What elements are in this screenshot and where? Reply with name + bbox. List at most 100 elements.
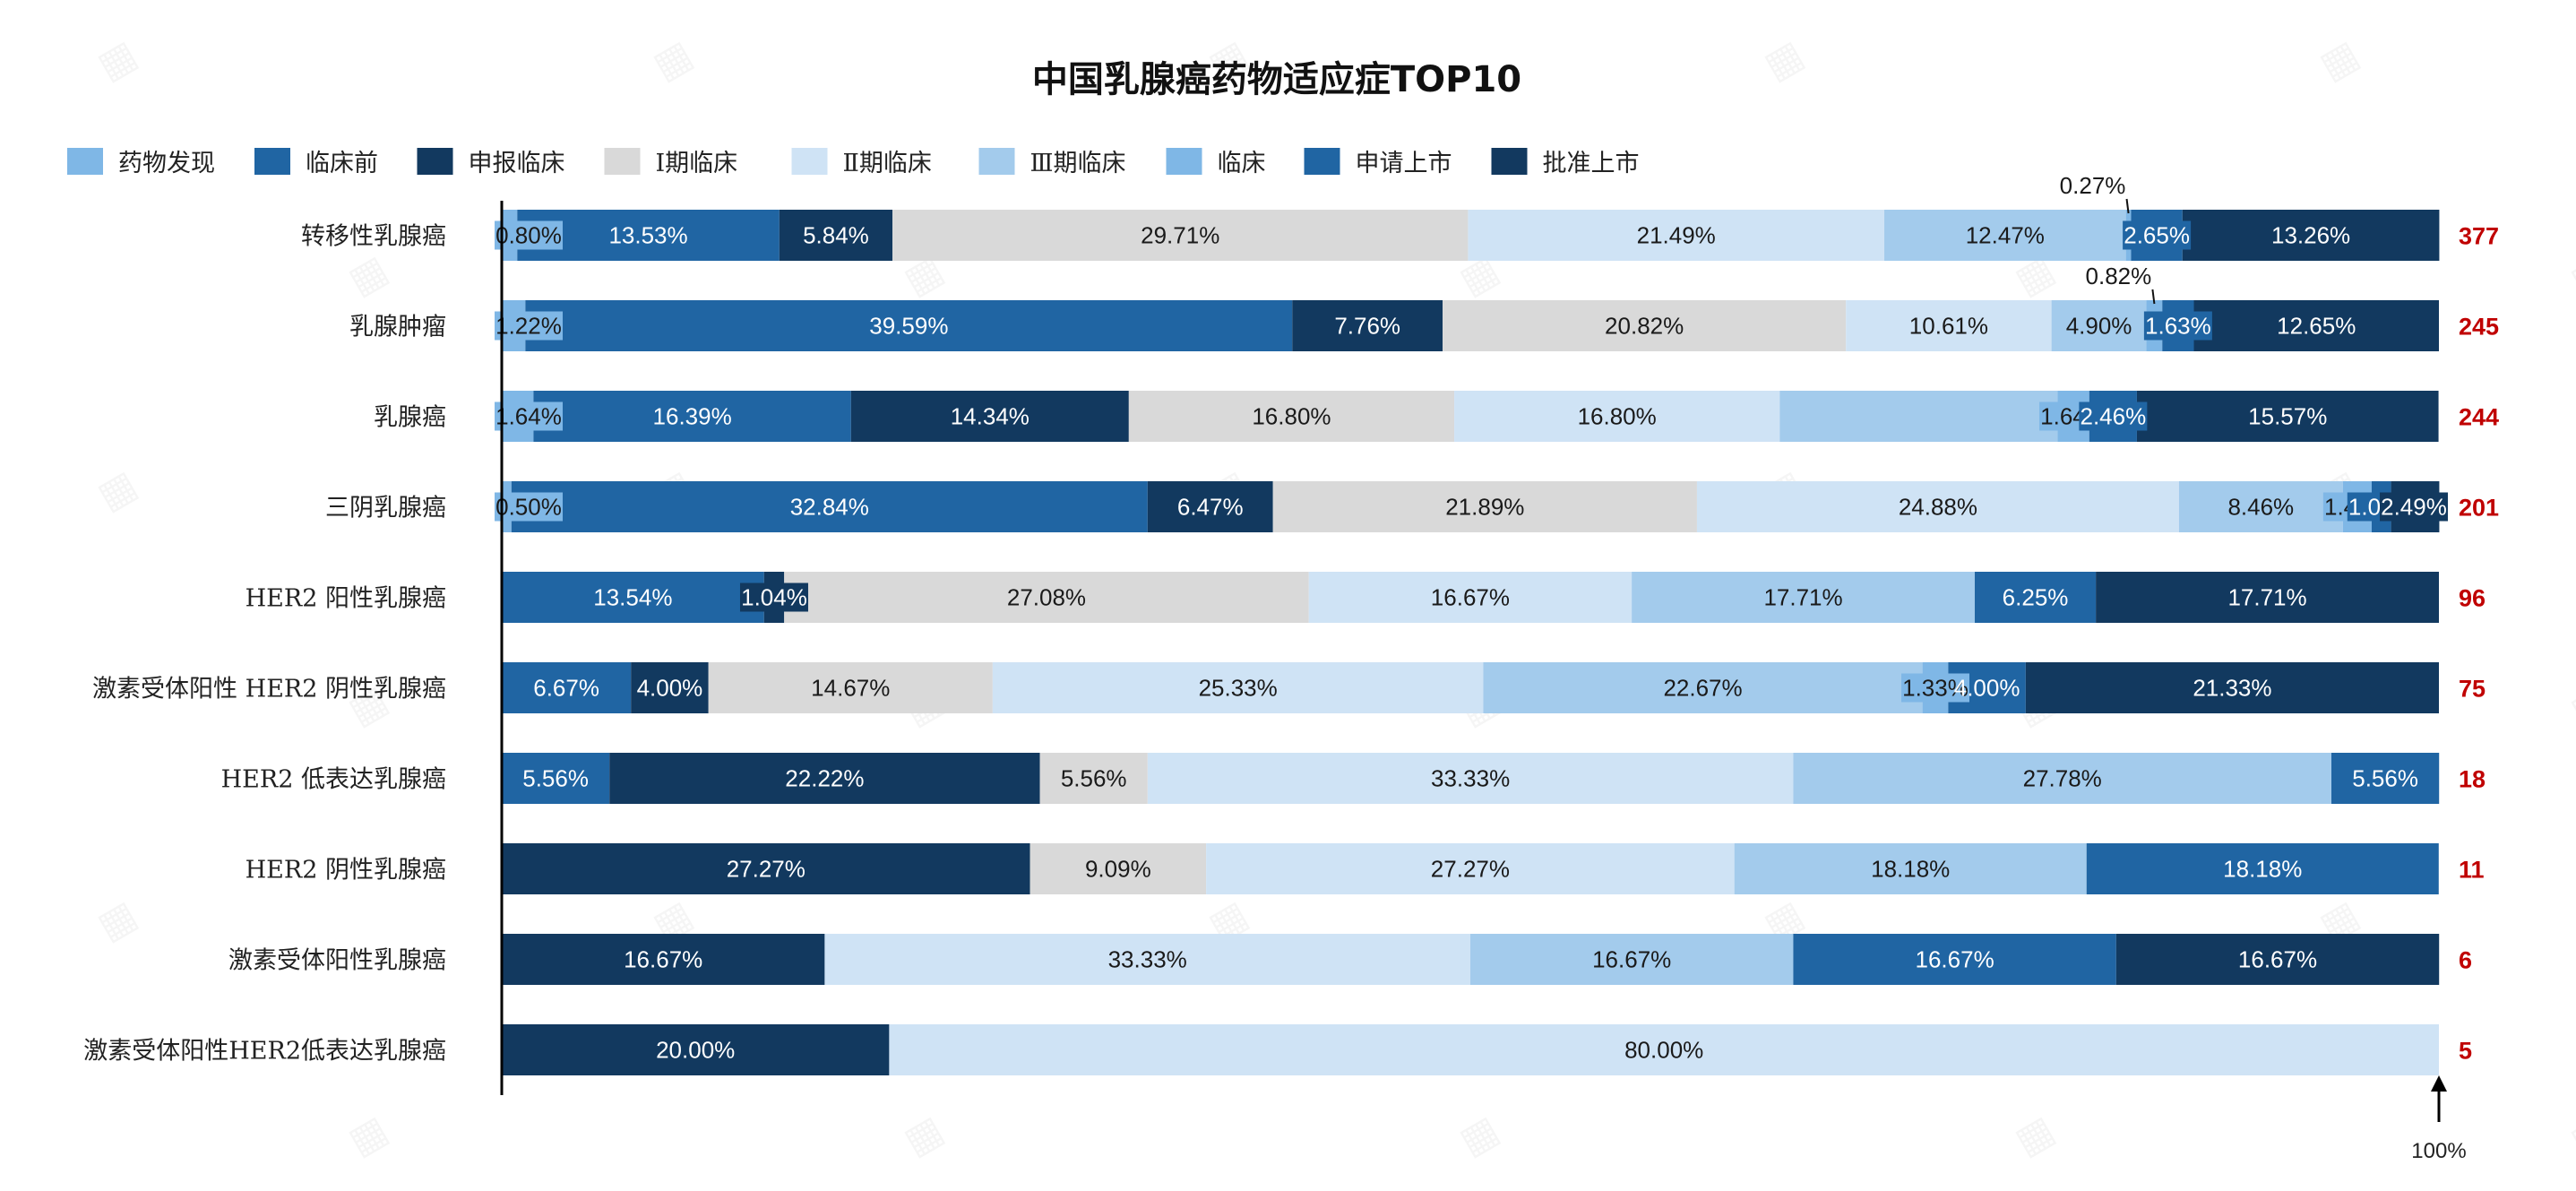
data-label: 16.67% (624, 946, 702, 973)
bar-segment (892, 210, 1469, 261)
watermark: ▦ (340, 1107, 396, 1165)
bar-segment (1030, 843, 1207, 894)
data-label: 8.46% (2227, 494, 2294, 521)
bar-segment (1128, 391, 1455, 442)
leader-line (2151, 289, 2156, 305)
total-count: 6 (2459, 947, 2472, 974)
bar-row: 乳腺癌 1.64% 16.39% 14.34% 16.80% 16.80% 1.64%2.4… (374, 391, 2499, 442)
data-label: 14.67% (811, 675, 890, 702)
bar-segment (850, 391, 1129, 442)
bar-segment (1454, 391, 1780, 442)
bars-layer: 转移性乳腺癌 0.80% 13.53% 5.84% 29.71% 21.49% 12.47%… (83, 172, 2499, 1075)
bar-segment (502, 753, 610, 804)
category-label: 激素受体阳性HER2低表达乳腺癌 (83, 1038, 446, 1066)
data-label: 21.89% (1445, 494, 1524, 521)
data-label: 39.59% (869, 313, 948, 340)
category-label: 激素受体阳性乳腺癌 (228, 947, 446, 975)
bar-row: HER2 低表达乳腺癌 5.56% 22.22% 5.56% 33.33% 27.78% 5… (221, 753, 2486, 804)
data-label: 13.53% (608, 222, 687, 249)
data-label: 80.00% (1624, 1037, 1703, 1064)
bar-segment (1308, 572, 1633, 623)
total-count: 75 (2459, 676, 2486, 703)
bar-segment (1884, 210, 2126, 261)
bar-segment (1632, 572, 1975, 623)
bar-segment (2096, 572, 2439, 623)
data-label: 27.27% (727, 856, 806, 883)
bar-segment (1846, 300, 2052, 351)
bar-segment (502, 572, 764, 623)
data-label: 10.61% (1909, 313, 1988, 340)
data-label: 21.33% (2193, 675, 2271, 702)
bar-segment (2182, 210, 2440, 261)
data-label: 18.18% (1871, 856, 1950, 883)
data-label-box (2079, 401, 2148, 431)
data-label: 6.25% (2003, 584, 2069, 611)
data-label: 2.46% (2080, 403, 2146, 430)
watermark: ▦ (645, 31, 701, 90)
bar-segment (889, 1024, 2439, 1075)
bar-segment (824, 934, 1470, 985)
category-label: 三阴乳腺癌 (325, 495, 446, 522)
bar-segment (779, 210, 893, 261)
data-label: 16.67% (1916, 946, 1994, 973)
data-label: 6.67% (533, 675, 599, 702)
total-count: 244 (2459, 404, 2499, 431)
bar-segment (2331, 753, 2440, 804)
watermark: ▦ (2563, 1107, 2576, 1165)
data-label: 29.71% (1141, 222, 1219, 249)
data-label-box (495, 220, 563, 250)
chart-title: 中国乳腺癌药物适应症TOP10 (1032, 59, 1521, 100)
data-label: 17.71% (2227, 584, 2306, 611)
bar-segment (1443, 300, 1847, 351)
data-label: 16.80% (1252, 403, 1331, 430)
data-label-box (739, 583, 808, 612)
legend-swatch (978, 148, 1015, 175)
watermark: ▦ (2563, 246, 2576, 305)
data-label: 2.65% (2124, 222, 2190, 249)
bar-segment (609, 753, 1040, 804)
bar-segment (1039, 753, 1148, 804)
bar-row: 激素受体阳性 HER2 阴性乳腺癌 6.67% 4.00% 14.67% 25.33% 2… (92, 662, 2486, 713)
bar-segment (502, 843, 1030, 894)
data-label: 0.27% (2060, 172, 2126, 199)
bar-segment (1734, 843, 2087, 894)
data-label: 27.27% (1431, 856, 1510, 883)
data-label: 21.49% (1637, 222, 1716, 249)
legend-swatch (1166, 148, 1202, 175)
data-label: 5.84% (803, 222, 869, 249)
watermark: ▦ (1452, 1107, 1507, 1165)
legend-label: 批准上市 (1543, 150, 1640, 177)
data-label: 9.09% (1085, 856, 1151, 883)
bar-segment (1483, 662, 1923, 713)
category-label: HER2 低表达乳腺癌 (221, 766, 446, 794)
bar-segment (1470, 934, 1794, 985)
data-label: 5.56% (522, 765, 589, 792)
bar-segment (708, 662, 993, 713)
data-label: 16.67% (1592, 946, 1671, 973)
category-label: 乳腺癌 (374, 404, 446, 432)
data-label-box (495, 401, 563, 431)
bar-segment (2193, 300, 2439, 351)
data-label-box (2143, 311, 2212, 341)
data-label: 27.08% (1007, 584, 1086, 611)
data-label: 0.50% (495, 494, 562, 521)
legend-swatch (67, 148, 103, 175)
data-label: 4.00% (1954, 675, 2020, 702)
bar-segment (784, 572, 1309, 623)
data-label: 33.33% (1108, 946, 1187, 973)
data-label: 13.54% (593, 584, 672, 611)
data-label: 15.57% (2248, 403, 2327, 430)
bar-segment (525, 300, 1293, 351)
data-label: 1.33% (1902, 675, 1969, 702)
data-label: 5.56% (2352, 765, 2418, 792)
bar-segment (992, 662, 1484, 713)
bar-segment (533, 391, 851, 442)
bar-segment (2136, 391, 2439, 442)
legend-swatch (604, 148, 641, 175)
bar-row: HER2 阴性乳腺癌 27.27% 9.09% 27.27% 18.18% 18.18% 1… (246, 843, 2485, 894)
total-count: 18 (2459, 766, 2486, 793)
legend-label: Ⅱ期临床 (843, 150, 932, 177)
legend-swatch (791, 148, 828, 175)
data-label-box (495, 311, 563, 341)
